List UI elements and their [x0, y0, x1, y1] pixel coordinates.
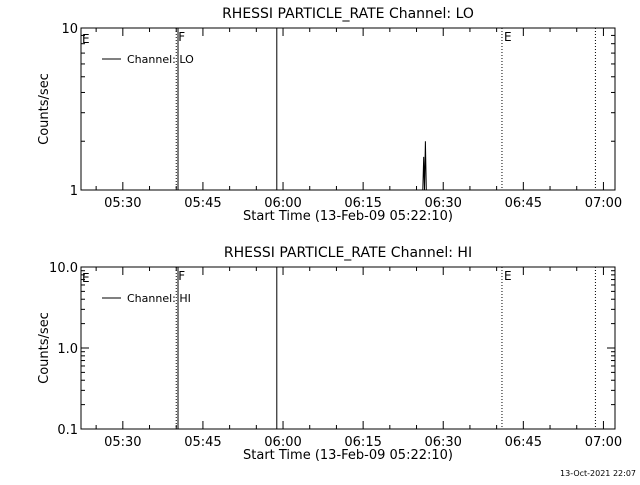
- x-tick-label: 06:15: [344, 196, 381, 211]
- x-tick-label: 06:00: [264, 196, 301, 211]
- x-tick-label: 05:45: [184, 196, 221, 211]
- x-tick-label: 06:00: [264, 435, 301, 450]
- series-line: [422, 141, 427, 191]
- footer-timestamp: 13-Oct-2021 22:07: [560, 469, 636, 478]
- chart-title: RHESSI PARTICLE_RATE Channel: HI: [224, 245, 472, 261]
- x-tick-label: 06:45: [505, 196, 542, 211]
- y-axis-label: Counts/sec: [37, 312, 52, 384]
- x-tick-label: 05:45: [184, 435, 221, 450]
- x-tick-label: 05:30: [104, 435, 141, 450]
- x-tick-label: 07:00: [585, 435, 622, 450]
- legend-entry: Channel: HI: [127, 292, 191, 305]
- x-tick-label: 06:30: [424, 435, 461, 450]
- x-tick-label: 06:45: [505, 435, 542, 450]
- y-axis-label: Counts/sec: [37, 73, 52, 145]
- x-axis-label: Start Time (13-Feb-09 05:22:10): [243, 448, 453, 463]
- x-tick-label: 05:30: [104, 196, 141, 211]
- event-marker-label: F: [178, 269, 185, 283]
- event-marker-label: E: [504, 269, 512, 283]
- left-edge-label: E: [82, 271, 90, 285]
- y-tick-label: 1: [70, 184, 78, 199]
- left-edge-label: E: [82, 32, 90, 46]
- x-tick-label: 06:30: [424, 196, 461, 211]
- y-tick-label: 10.0: [49, 261, 78, 276]
- x-axis-label: Start Time (13-Feb-09 05:22:10): [243, 209, 453, 224]
- y-tick-label: 1.0: [57, 342, 78, 357]
- chart-title: RHESSI PARTICLE_RATE Channel: LO: [222, 6, 474, 22]
- plot-frame: [80, 27, 616, 191]
- x-tick-label: 07:00: [585, 196, 622, 211]
- y-tick-label: 0.1: [57, 423, 78, 438]
- y-tick-label: 10: [61, 22, 78, 37]
- event-marker-label: E: [504, 30, 512, 44]
- x-tick-label: 06:15: [344, 435, 381, 450]
- event-marker-label: F: [178, 30, 185, 44]
- legend-entry: Channel: LO: [127, 53, 194, 66]
